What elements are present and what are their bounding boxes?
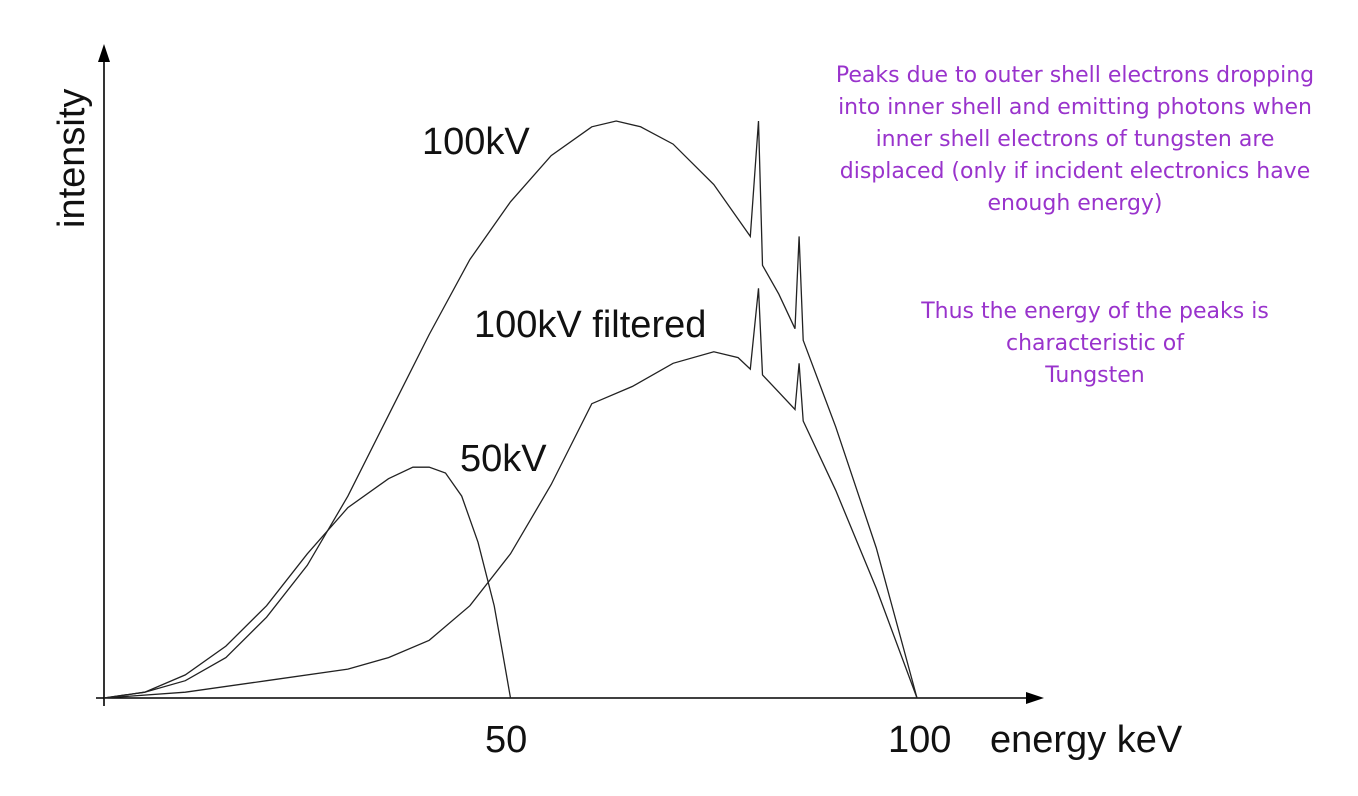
- series-line-100kV-filtered: [103, 288, 918, 699]
- series-label-50kV: 50kV: [460, 438, 547, 480]
- series-label-100kV: 100kV: [422, 121, 530, 163]
- annotation-line: inner shell electrons of tungsten are: [875, 127, 1275, 152]
- series-line-100kV: [103, 120, 918, 699]
- annotation-line: Peaks due to outer shell electrons dropp…: [835, 63, 1315, 88]
- annotation-line: into inner shell and emitting photons wh…: [838, 95, 1312, 120]
- annotation-line: characteristic of: [1006, 331, 1184, 356]
- series-label-100kV-filtered: 100kV filtered: [474, 304, 706, 346]
- annotation-line: Thus the energy of the peaks is: [921, 299, 1269, 324]
- annotation-line: enough energy): [987, 191, 1163, 216]
- annotation-line: displaced (only if incident electronics …: [839, 159, 1311, 184]
- x-tick-label-50: 50: [485, 719, 527, 761]
- y-axis-title: intensity: [51, 89, 93, 228]
- y-axis-arrow-icon: [98, 44, 110, 62]
- x-tick-label-100: 100: [888, 719, 951, 761]
- annotation-peaks-explanation: Peaks due to outer shell electrons dropp…: [800, 60, 1350, 220]
- x-axis-arrow-icon: [1026, 692, 1044, 704]
- x-axis-title: energy keV: [990, 719, 1183, 761]
- annotation-line: Tungsten: [1045, 363, 1145, 388]
- annotation-tungsten-characteristic: Thus the energy of the peaks is characte…: [890, 296, 1300, 392]
- series-line-50kV: [103, 466, 512, 699]
